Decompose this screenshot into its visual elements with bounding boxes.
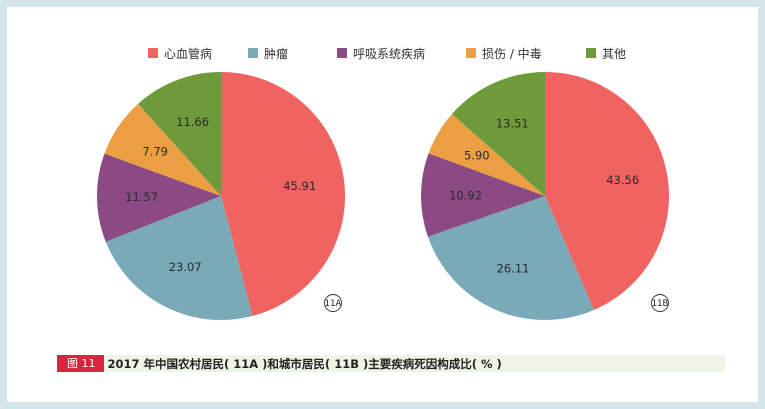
legend-item-other: 其他 [586, 43, 626, 63]
pie-slice-11B-other [451, 72, 545, 196]
legend-swatch-cardiovascular [148, 48, 158, 58]
figure-number-tag: 图 11 [57, 355, 104, 372]
pie-value-label-11A-other: 11.66 [176, 115, 209, 129]
pie-badge-label-11B: 11B [652, 299, 669, 309]
legend-swatch-injury [466, 48, 476, 58]
pie-slice-11B-injury [428, 114, 545, 196]
pie-badge-label-11A: 11A [325, 299, 342, 309]
pie-value-label-11A-respiratory: 11.57 [125, 190, 158, 204]
pie-slice-11A-injury [104, 103, 221, 196]
legend-label-cardiovascular: 心血管病 [164, 46, 213, 61]
pie-value-label-11B-injury: 5.90 [464, 148, 490, 162]
legend-label-other: 其他 [602, 46, 627, 61]
pie-slice-11A-cardiovascular [221, 72, 346, 316]
pie-slice-11A-respiratory [97, 153, 221, 242]
figure-caption-text: 2017 年中国农村居民( 11A )和城市居民( 11B )主要疾病死因构成比… [107, 356, 502, 371]
legend-swatch-respiratory [337, 48, 347, 58]
pie-slice-11B-cardiovascular [545, 71, 670, 310]
chart-legend: 心血管病 肿瘤 呼吸系统疾病 损伤 / 中毒 其他 [7, 43, 765, 63]
pie-value-label-11B-other: 13.51 [496, 117, 529, 131]
legend-swatch-tumor [248, 48, 258, 58]
legend-item-tumor: 肿瘤 [248, 43, 288, 63]
pie-slice-11A-other [138, 72, 221, 196]
pie-11B: 43.56 26.11 10.92 5.90 13.51 [421, 71, 670, 321]
legend-item-injury: 损伤 / 中毒 [466, 43, 542, 63]
pie-value-label-11B-tumor: 26.11 [497, 262, 530, 276]
pie-value-label-11A-tumor: 23.07 [169, 260, 202, 274]
legend-label-injury: 损伤 / 中毒 [482, 46, 542, 61]
pie-badge-11B: 11B [651, 294, 669, 312]
pie-value-label-11A-injury: 7.79 [142, 145, 168, 159]
pie-11A: 45.91 23.07 11.57 7.79 11.66 [97, 72, 346, 321]
pie-badge-11A: 11A [324, 294, 342, 312]
pie-value-label-11A-cardiovascular: 45.91 [283, 179, 316, 193]
legend-label-tumor: 肿瘤 [264, 46, 289, 61]
pie-value-label-11B-respiratory: 10.92 [449, 188, 482, 202]
legend-swatch-other [586, 48, 596, 58]
figure-caption: 图 11 2017 年中国农村居民( 11A )和城市居民( 11B )主要疾病… [57, 355, 725, 372]
legend-item-respiratory: 呼吸系统疾病 [337, 43, 425, 63]
pie-slice-11A-tumor [105, 196, 253, 321]
pie-value-label-11B-cardiovascular: 43.56 [606, 173, 639, 187]
pie-slice-11B-tumor [427, 196, 594, 321]
legend-item-cardiovascular: 心血管病 [148, 43, 212, 63]
pie-slice-11B-respiratory [421, 153, 545, 237]
legend-label-respiratory: 呼吸系统疾病 [353, 46, 426, 61]
